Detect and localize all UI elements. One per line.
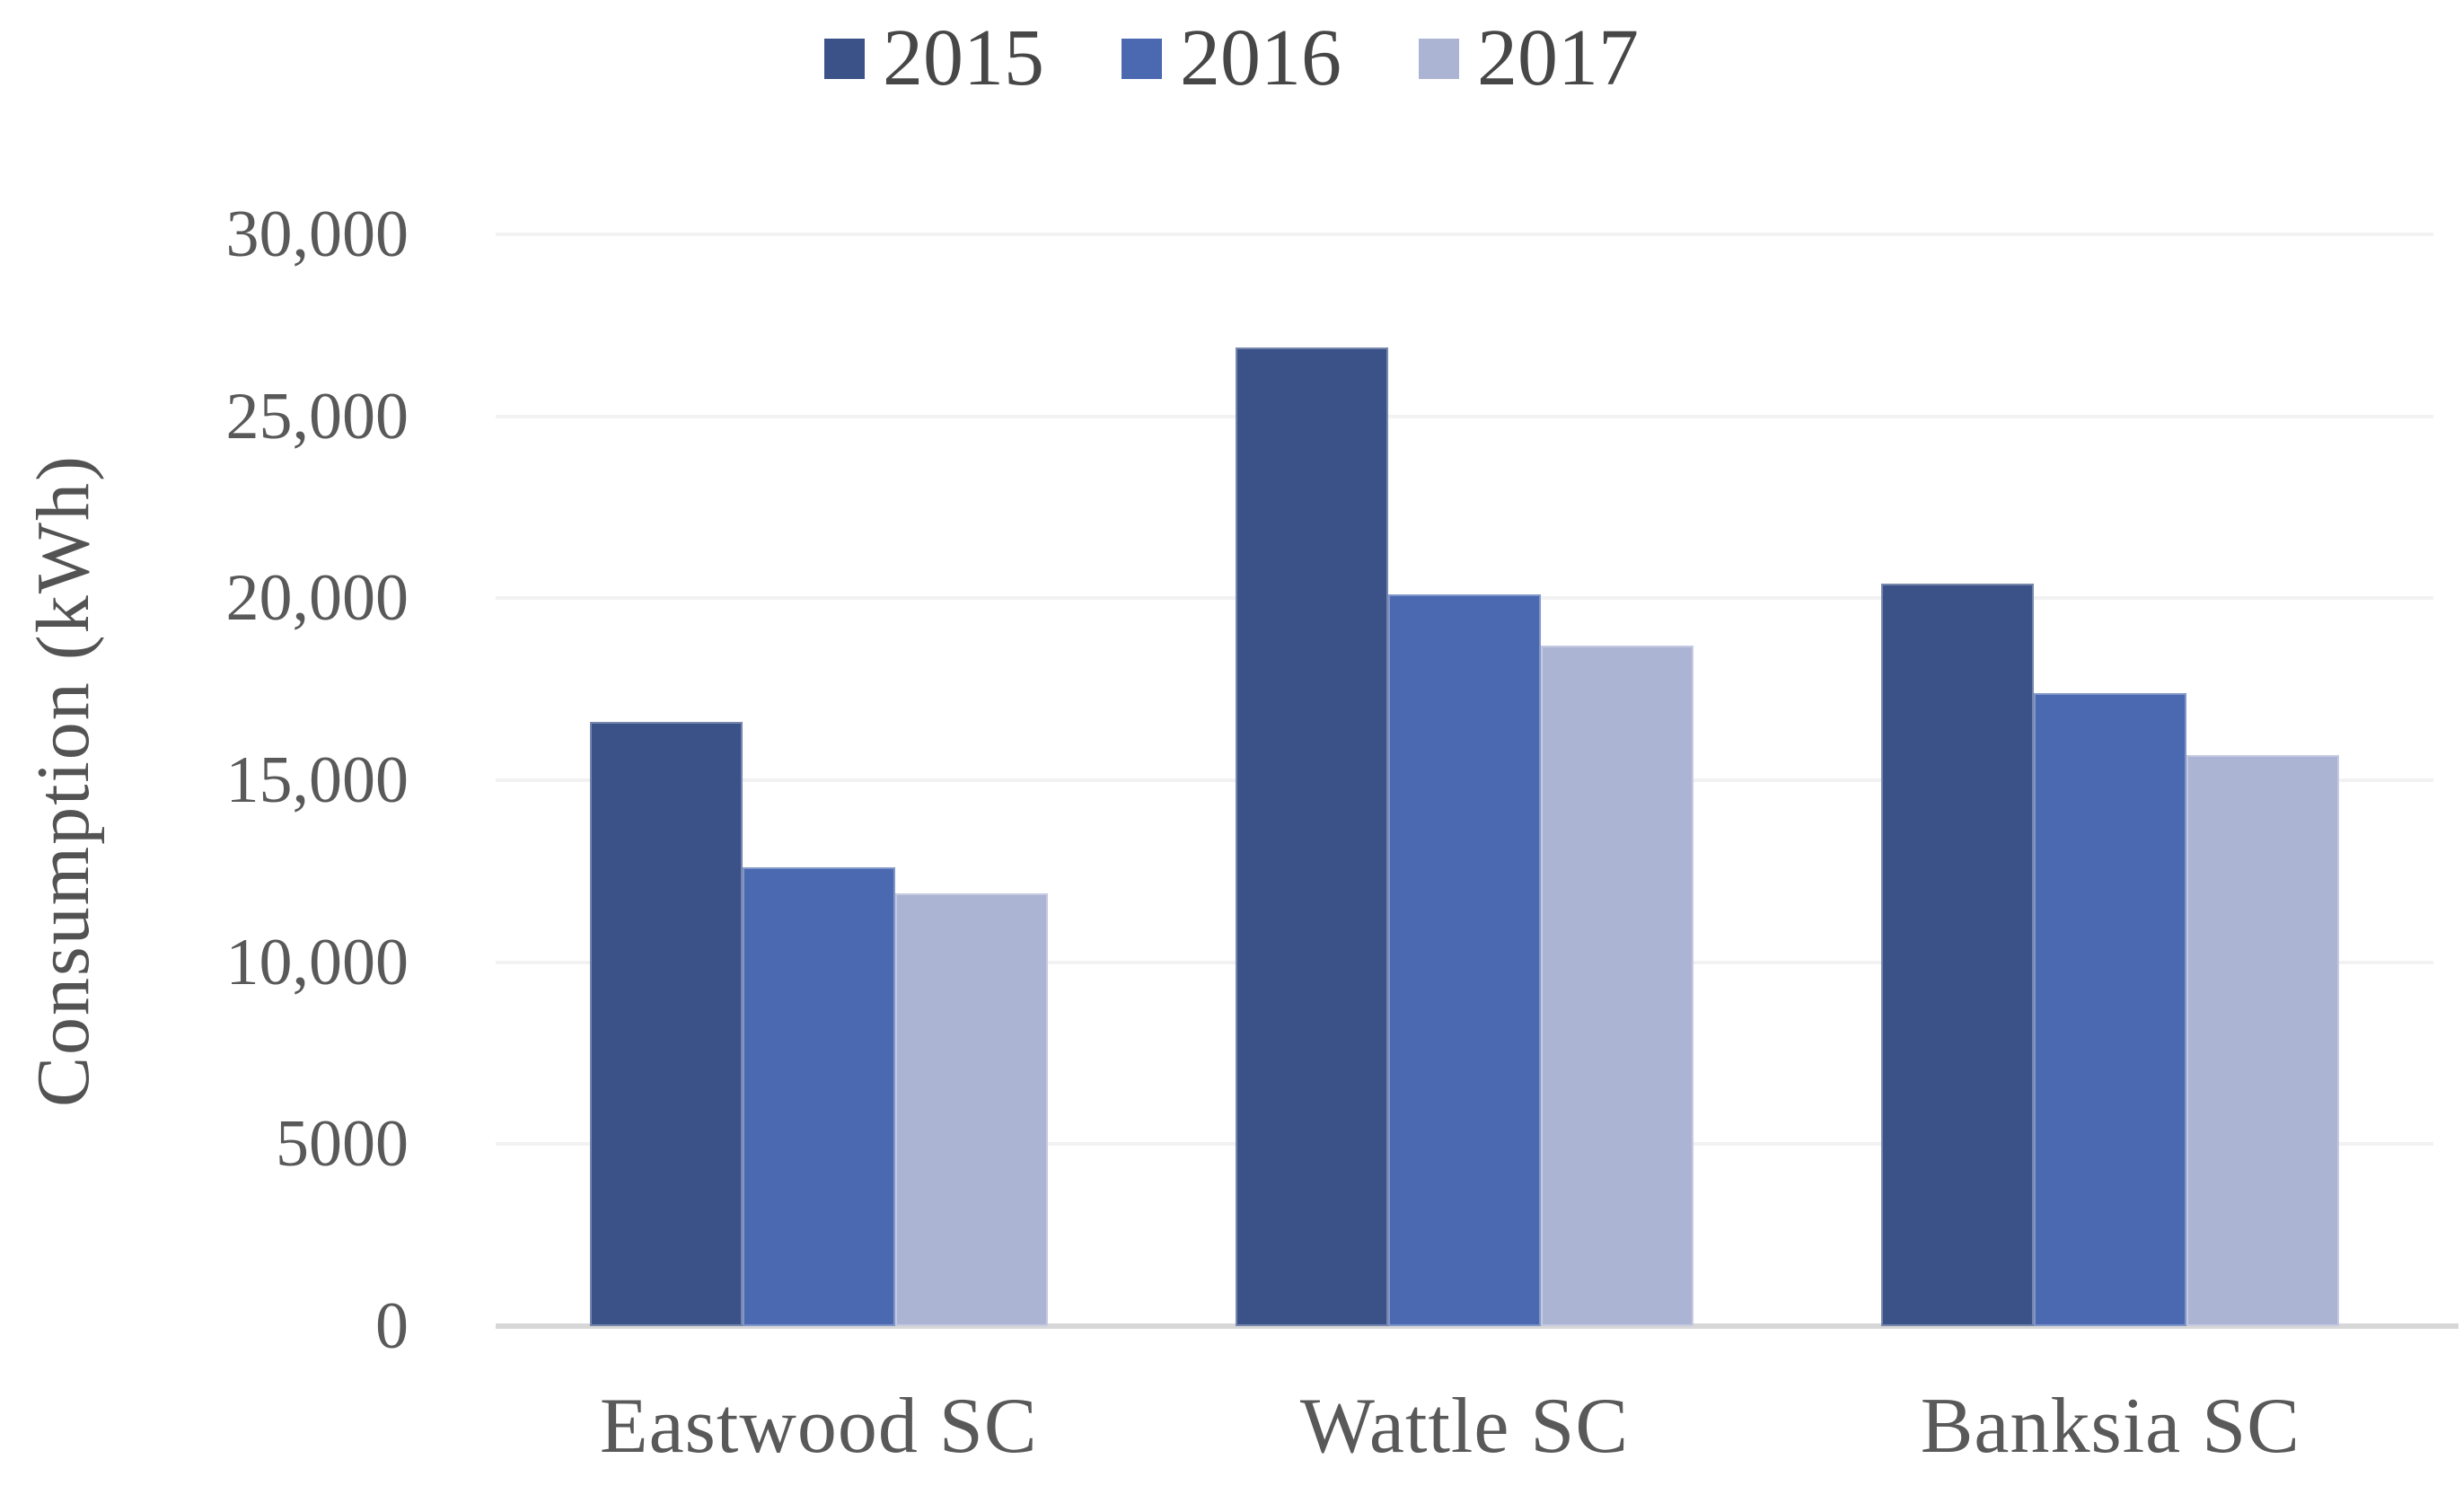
legend-item-2015: 2015 — [824, 18, 1044, 99]
bar-2016-banksia-sc — [2034, 692, 2187, 1326]
x-category-label: Banksia SC — [1920, 1383, 2300, 1470]
legend-label-2015: 2015 — [883, 13, 1044, 102]
bar-2016-eastwood-sc — [742, 867, 895, 1326]
bar-group-wattle-sc — [1141, 234, 1787, 1326]
y-tick-label: 0 — [375, 1289, 409, 1363]
y-tick-label: 5000 — [276, 1107, 409, 1182]
legend-swatch-2017 — [1419, 38, 1459, 79]
x-axis-labels: Eastwood SC Wattle SC Banksia SC — [496, 1381, 2433, 1472]
legend-swatch-2016 — [1122, 38, 1162, 79]
legend-swatch-2015 — [824, 38, 865, 79]
bar-2015-eastwood-sc — [589, 722, 743, 1326]
y-tick-label: 20,000 — [225, 561, 409, 636]
bar-2015-wattle-sc — [1235, 347, 1388, 1326]
bar-2016-wattle-sc — [1387, 594, 1541, 1326]
legend-label-2017: 2017 — [1477, 13, 1639, 102]
bar-2017-banksia-sc — [2186, 754, 2340, 1326]
y-tick-label: 15,000 — [225, 743, 409, 817]
legend-item-2017: 2017 — [1419, 18, 1639, 99]
bar-groups — [496, 234, 2433, 1326]
bar-2017-eastwood-sc — [894, 892, 1048, 1326]
x-axis-line — [496, 1323, 2459, 1329]
bar-group-eastwood-sc — [496, 234, 1141, 1326]
gridline — [496, 414, 2433, 418]
x-category-label: Eastwood SC — [599, 1383, 1038, 1470]
gridline — [496, 233, 2433, 236]
bar-2017-wattle-sc — [1540, 646, 1693, 1326]
legend: 2015 2016 2017 — [0, 18, 2463, 99]
y-axis-ticks: 30,000 25,000 20,000 15,000 10,000 5000 0 — [0, 201, 409, 1359]
y-tick-label: 25,000 — [225, 379, 409, 453]
y-tick-label: 10,000 — [225, 925, 409, 999]
y-tick-label: 30,000 — [225, 198, 409, 271]
plot-area — [496, 233, 2459, 1329]
legend-item-2016: 2016 — [1122, 18, 1341, 99]
bar-2015-banksia-sc — [1881, 584, 2035, 1326]
x-category-label: Wattle SC — [1299, 1383, 1630, 1470]
legend-label-2016: 2016 — [1180, 13, 1341, 102]
bar-group-banksia-sc — [1788, 234, 2433, 1326]
